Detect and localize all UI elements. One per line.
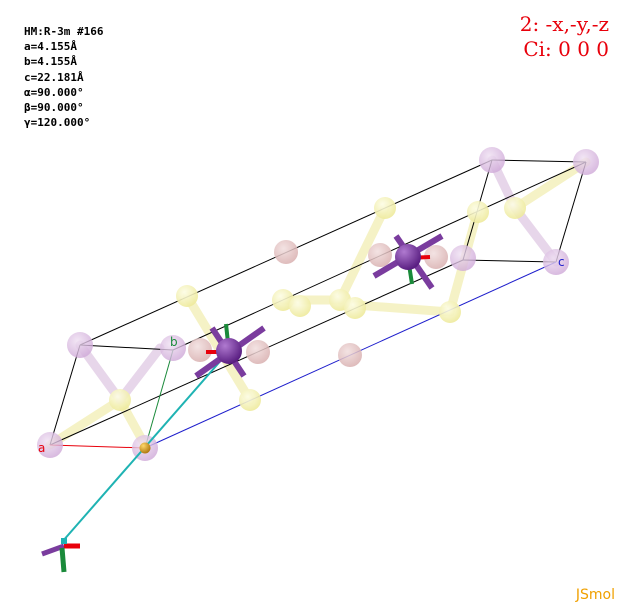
- highlighted-atom-right[interactable]: [372, 233, 444, 290]
- inversion-center-marker: [41, 538, 80, 573]
- b-axis-line: [144, 349, 174, 449]
- symmetry-op-line2: Ci: 0 0 0: [523, 37, 609, 61]
- space-group: HM:R-3m #166: [24, 25, 104, 38]
- cell-alpha: α=90.000°: [24, 85, 84, 99]
- unit-cell-info: HM:R-3m #166 a=4.155Å b=4.155Å c=22.181Å…: [24, 24, 103, 130]
- a-axis-line: [49, 444, 146, 449]
- symmetry-op-line1: 2: -x,-y,-z: [519, 12, 609, 36]
- symmetry-operation-label: 2: -x,-y,-z Ci: 0 0 0: [520, 12, 609, 62]
- origin-atom[interactable]: [139, 442, 151, 454]
- jsmol-logo: JSmol: [575, 587, 615, 603]
- cell-gamma: γ=120.000°: [24, 116, 91, 130]
- a-axis-label: a: [38, 441, 45, 455]
- c-axis-label: c: [558, 255, 565, 269]
- ghost-atoms: [37, 147, 599, 461]
- cell-beta: β=90.000°: [24, 101, 84, 115]
- cell-b: b=4.155Å: [24, 55, 77, 69]
- highlighted-atom-left[interactable]: [194, 323, 266, 379]
- b-axis-label: b: [170, 335, 178, 349]
- cell-a: a=4.155Å: [24, 40, 77, 54]
- cell-c: c=22.181Å: [24, 70, 84, 84]
